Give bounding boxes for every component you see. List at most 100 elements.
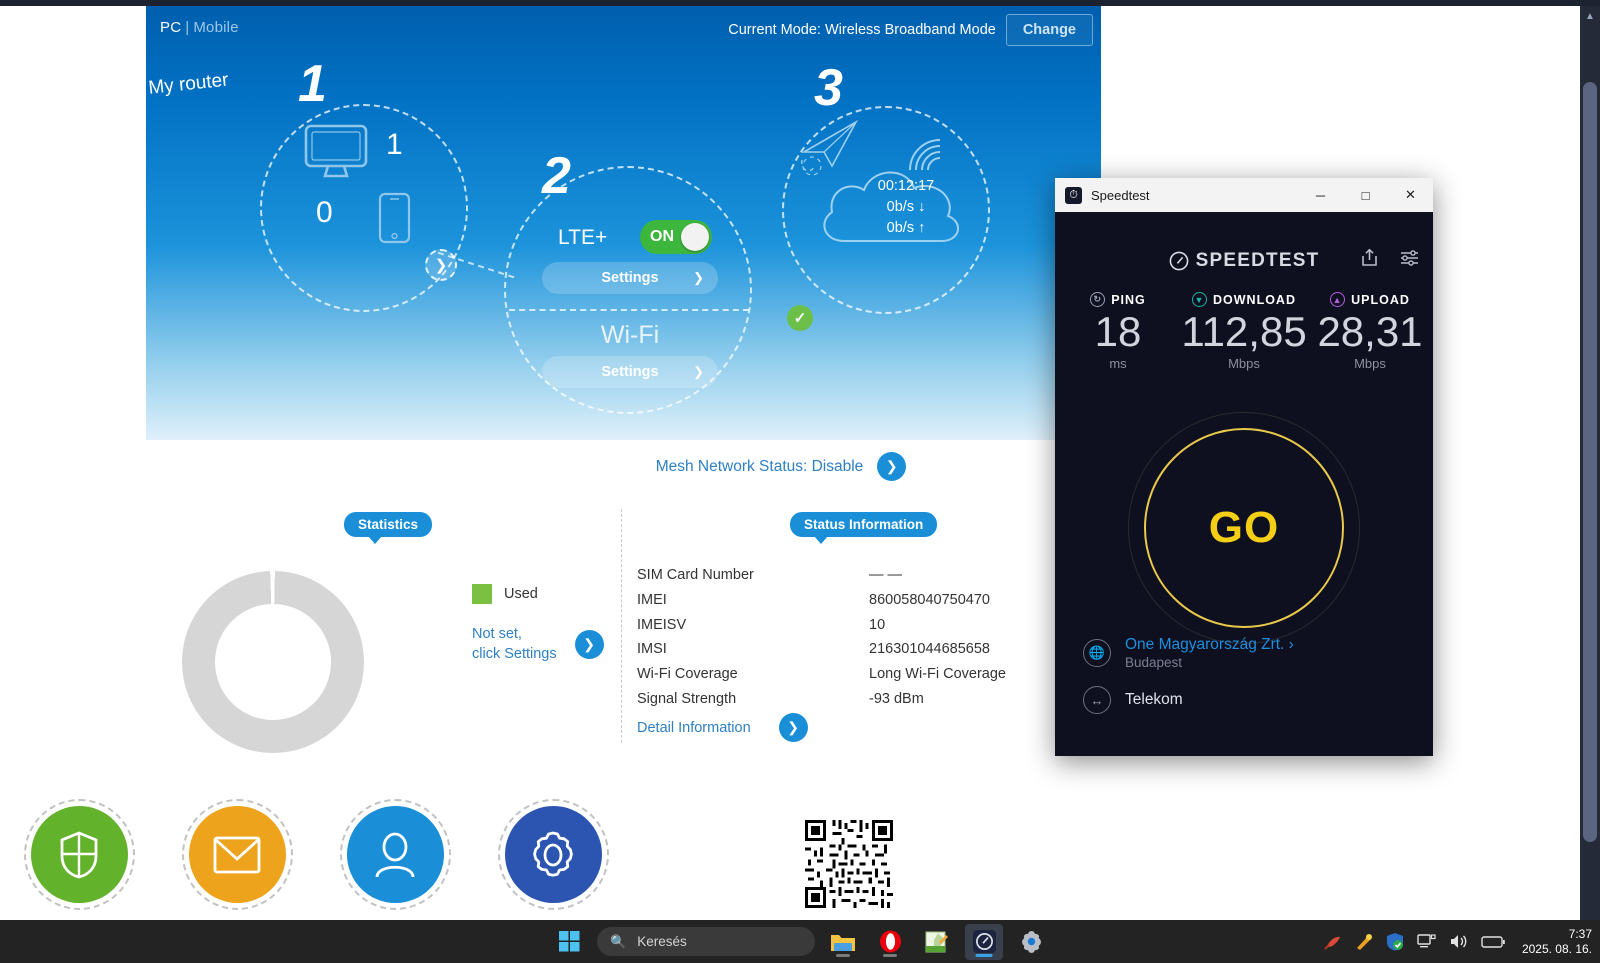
system-tray: 7:37 2025. 08. 16.: [1324, 920, 1592, 963]
row-key: SIM Card Number: [637, 567, 754, 584]
view-pc[interactable]: PC: [160, 19, 182, 36]
shield-icon: [60, 830, 98, 878]
share-icon[interactable]: [1361, 248, 1378, 267]
go-button[interactable]: GO: [1144, 428, 1344, 628]
connection-uptime: 00:12:17: [877, 178, 935, 194]
usage-legend: Used: [472, 584, 538, 604]
change-mode-button[interactable]: Change: [1005, 14, 1093, 46]
mobile-device-count: 0: [316, 196, 333, 229]
detail-information-arrow-button[interactable]: ❯: [778, 713, 808, 742]
mesh-network-row: Mesh Network Status: Disable ❯: [0, 452, 1562, 481]
tray-volume-icon[interactable]: [1449, 933, 1468, 950]
data-plan-not-set: Not set, click Settings ❯: [472, 624, 604, 664]
folder-icon: [831, 934, 855, 951]
scroll-up-arrow[interactable]: ▲: [1585, 10, 1595, 22]
search-icon: 🔍: [610, 933, 627, 949]
not-set-text: Not set, click Settings: [472, 624, 557, 664]
running-indicator: [883, 953, 897, 957]
account-shortcut-button[interactable]: [339, 799, 451, 910]
isp-row: ↔ Telekom: [1055, 686, 1433, 714]
mesh-network-arrow-button[interactable]: ❯: [877, 452, 907, 481]
taskbar-notepad-editor[interactable]: [918, 924, 956, 960]
row-key: IMSI: [637, 641, 667, 658]
taskbar-file-explorer[interactable]: [824, 924, 862, 960]
step-1-number: 1: [298, 55, 327, 113]
row-key: IMEISV: [637, 616, 687, 633]
access-device-detail-arrow[interactable]: ❯: [425, 249, 457, 281]
table-row: Wi-Fi Coverage Long Wi-Fi Coverage: [637, 662, 1006, 687]
wifi-settings-button[interactable]: Settings ❯: [542, 356, 718, 388]
start-button[interactable]: [550, 924, 588, 960]
row-value: 216301044685658: [869, 641, 990, 658]
server-row[interactable]: 🌐 One Magyarország Zrt. › Budapest: [1055, 636, 1433, 670]
mobile-network-settings-button[interactable]: Settings ❯: [542, 262, 718, 294]
metric-unit: Mbps: [1354, 356, 1386, 371]
status-information-bubble: Status Information: [790, 512, 938, 544]
access-device-circle: [260, 104, 468, 312]
mail-icon: [213, 836, 261, 873]
sms-shortcut-button[interactable]: [181, 799, 293, 910]
metric-upload: ▲ UPLOAD 28,31 Mbps: [1307, 292, 1433, 371]
cloud-icon: [823, 171, 959, 242]
device-view-switcher[interactable]: PC | Mobile: [160, 19, 239, 36]
tray-battery-icon[interactable]: [1481, 935, 1505, 949]
gear-icon: [533, 831, 573, 877]
mesh-network-status-text: Mesh Network Status: Disable: [655, 457, 864, 475]
minimize-button[interactable]: ─: [1315, 187, 1326, 203]
shortcut-cell: [316, 799, 474, 910]
table-row: IMEISV 10: [637, 612, 1006, 637]
tray-network-icon[interactable]: [1417, 933, 1436, 950]
taskbar-clock[interactable]: 7:37 2025. 08. 16.: [1522, 927, 1592, 957]
tray-utility-icon[interactable]: [1355, 933, 1373, 951]
windows-taskbar: 🔍 Keresés: [0, 920, 1600, 963]
wifi-waves-icon: [909, 139, 941, 171]
running-indicator: [836, 953, 850, 957]
close-button[interactable]: ✕: [1405, 187, 1416, 202]
connection-ok-icon: ✓: [787, 305, 813, 331]
speedometer-icon: [1169, 251, 1189, 271]
security-shortcut-button[interactable]: [23, 799, 135, 910]
speedtest-brand-text: SPEEDTEST: [1195, 250, 1320, 271]
chevron-right-icon: ❯: [693, 364, 704, 379]
row-value: 10: [869, 616, 886, 633]
shortcut-cell: [474, 799, 632, 910]
detail-information-link[interactable]: Detail Information: [637, 719, 751, 736]
clock-time: 7:37: [1568, 926, 1592, 941]
taskbar-opera-browser[interactable]: [871, 924, 909, 960]
page-scrollbar[interactable]: ▲ ▼: [1580, 6, 1600, 963]
statistics-settings-arrow-button[interactable]: ❯: [574, 629, 604, 659]
search-input[interactable]: 🔍 Keresés: [597, 927, 815, 956]
download-arrow-icon: ▼: [1192, 292, 1207, 307]
mobile-data-toggle[interactable]: ON: [640, 220, 712, 254]
server-name[interactable]: One Magyarország Zrt. ›: [1125, 636, 1294, 653]
go-button-label: GO: [1208, 503, 1280, 552]
settings-shortcut-button[interactable]: [497, 799, 609, 910]
section-divider: [621, 509, 622, 743]
globe-icon: 🌐: [1083, 639, 1111, 667]
table-row: Signal Strength -93 dBm: [637, 686, 1006, 711]
tray-ccleaner-icon[interactable]: [1324, 933, 1342, 951]
speedtest-header-icons: [1361, 248, 1419, 267]
notepad-icon: [925, 931, 948, 952]
metric-download: ▼ DOWNLOAD 112,85 Mbps: [1181, 292, 1307, 371]
speedtest-title-bar[interactable]: ⏱ Speedtest ─ □ ✕: [1055, 178, 1433, 212]
maximize-button[interactable]: □: [1361, 187, 1370, 203]
metric-label: DOWNLOAD: [1213, 292, 1296, 307]
toggle-state-label: ON: [650, 228, 674, 245]
taskbar-settings-app[interactable]: [1012, 924, 1050, 960]
detail-information-row: Detail Information ❯: [637, 713, 808, 742]
net-surfing-circle: [782, 106, 990, 314]
qr-code: [805, 820, 893, 913]
speedtest-logo: SPEEDTEST: [1055, 250, 1433, 272]
taskbar-speedtest-app[interactable]: [965, 923, 1003, 960]
mobile-phone-icon: [378, 192, 411, 244]
scrollbar-thumb[interactable]: [1583, 82, 1597, 842]
current-mode-text: Current Mode: Wireless Broadband Mode: [728, 22, 996, 38]
settings-sliders-icon[interactable]: [1400, 249, 1419, 266]
go-outer-ring: [1128, 412, 1360, 644]
tray-defender-icon[interactable]: [1386, 932, 1404, 951]
row-key: Signal Strength: [637, 690, 737, 707]
view-mobile[interactable]: Mobile: [193, 19, 239, 36]
shortcut-cell: [158, 799, 316, 910]
current-mode-bar: Current Mode: Wireless Broadband Mode Ch…: [728, 14, 1093, 46]
